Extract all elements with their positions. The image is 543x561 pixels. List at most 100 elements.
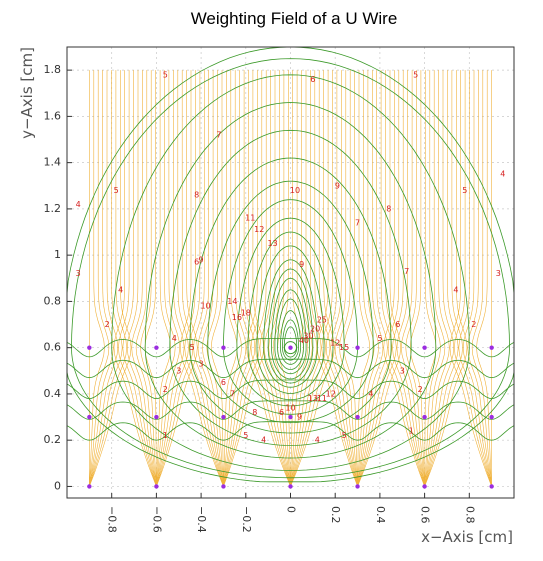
y-tick-label: 1.4: [44, 156, 62, 169]
field-line: [156, 70, 172, 487]
equipotential-line: [263, 259, 318, 388]
y-tick-label: 1.8: [44, 63, 62, 76]
field-line: [424, 70, 468, 487]
wire-point: [422, 345, 427, 350]
contour-label: 5: [462, 186, 467, 195]
equipotential-line: [111, 74, 470, 471]
contour-label: 2: [105, 320, 110, 329]
field-line: [156, 70, 185, 487]
field-line: [290, 70, 331, 487]
wire-point: [288, 484, 293, 489]
field-line: [357, 70, 402, 487]
field-line: [396, 70, 425, 487]
field-line: [290, 70, 322, 487]
contour-label: 6: [194, 258, 199, 267]
field-line: [188, 70, 224, 487]
contour-label: 12: [326, 389, 336, 398]
x-axis-ticks: −0.8 −0.6 −0.4 −0.2 0 0.2 0.4 0.6 0.8: [106, 493, 476, 533]
x-tick-label: −0.8: [106, 506, 119, 533]
field-line: [454, 70, 492, 487]
equipotential-line: [279, 310, 301, 365]
contour-label: 40: [299, 336, 309, 345]
contour-label: 6: [221, 378, 226, 387]
field-line: [357, 70, 397, 487]
field-line: [424, 70, 446, 487]
contour-label: 9: [297, 413, 302, 422]
wire-point: [221, 414, 226, 420]
field-line: [290, 70, 335, 487]
contour-label: 25: [317, 315, 327, 324]
y-tick-label: 1: [54, 248, 61, 261]
contour-label: 3: [496, 269, 501, 278]
contour-label: 20: [310, 325, 320, 334]
equipotential-line: [282, 319, 299, 361]
x-tick-label: −0.4: [195, 506, 208, 533]
wires: [87, 341, 494, 489]
field-line: [223, 70, 260, 487]
contour-label: 4: [500, 170, 505, 179]
y-tick-label: 1.2: [44, 202, 62, 215]
field-line: [122, 70, 157, 487]
field-line: [223, 70, 265, 487]
contour-label: 1: [163, 431, 168, 440]
x-tick-label: 0: [285, 506, 298, 513]
field-line: [202, 70, 224, 487]
x-tick-label: 0.6: [419, 506, 432, 524]
equipotential-line: [189, 157, 392, 434]
contour-label: 6: [395, 320, 400, 329]
contour-label: 6: [310, 75, 315, 84]
field-line: [156, 70, 176, 487]
contour-label: 7: [355, 218, 360, 227]
field-line: [206, 70, 224, 487]
x-tick-label: −0.2: [240, 506, 253, 533]
contour-label: 5: [342, 431, 347, 440]
x-axis-label: x−Axis [cm]: [421, 528, 513, 546]
x-tick-label: −0.6: [150, 506, 163, 533]
wire-point: [355, 484, 360, 489]
contour-label: 5: [413, 70, 418, 79]
field-line: [156, 70, 189, 487]
contour-label: 5: [377, 334, 382, 343]
grid: [67, 47, 514, 498]
field-line: [156, 70, 181, 487]
wire-point: [288, 414, 293, 420]
field-line: [290, 70, 309, 487]
wire-point: [87, 345, 92, 350]
contour-label: 18: [241, 308, 251, 317]
field-line: [424, 70, 463, 487]
y-tick-label: 0.4: [44, 387, 62, 400]
wire-point: [422, 484, 427, 489]
field-line: [424, 70, 450, 487]
x-tick-label: 0.4: [374, 506, 387, 524]
field-line: [400, 70, 425, 487]
field-line: [357, 70, 388, 487]
contour-label: 3: [199, 359, 204, 368]
contour-label: 4: [118, 285, 123, 294]
equipotential-line: [267, 268, 314, 384]
wire-point: [355, 414, 360, 420]
contour-label: 5: [163, 70, 168, 79]
field-line: [118, 70, 157, 487]
equipotential-line: [207, 180, 374, 424]
field-line: [467, 70, 492, 487]
contour-label: 5: [190, 343, 195, 352]
contour-label: 30: [303, 332, 313, 341]
field-line: [89, 70, 119, 487]
contour-label: 10: [290, 186, 300, 195]
contour-label: 16: [232, 313, 242, 322]
contour-label: 15: [339, 343, 349, 352]
contour-label: 12: [330, 339, 340, 348]
wire-point: [221, 484, 226, 489]
field-line: [321, 70, 358, 487]
y-tick-label: 0.8: [44, 294, 62, 307]
contour-label: 7: [230, 389, 235, 398]
source-wire-center: [288, 345, 293, 350]
wire-point: [87, 484, 92, 489]
contour-label: 9: [299, 260, 304, 269]
field-line: [193, 70, 224, 487]
equipotential-line: [66, 358, 515, 379]
contour-label: 4: [76, 200, 81, 209]
x-tick-label: 0.8: [463, 506, 476, 524]
contour-label: 10: [285, 403, 295, 412]
